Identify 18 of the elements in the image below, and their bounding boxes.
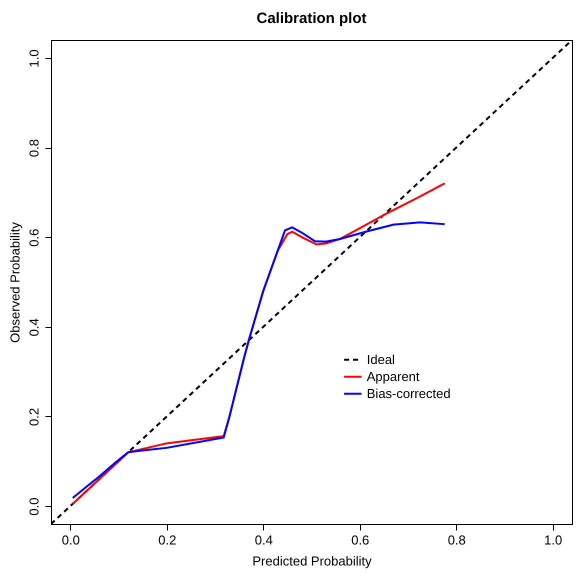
x-tick-label: 0.4 [254, 532, 273, 548]
y-tick-label: 0.4 [26, 318, 42, 336]
x-tick-label: 0.2 [158, 532, 176, 548]
legend-label: Ideal [366, 352, 396, 367]
x-tick-label: 1.0 [544, 532, 562, 548]
x-axis-title: Predicted Probability [252, 554, 372, 568]
legend-label: Apparent [366, 368, 420, 384]
legend-label: Bias-corrected [366, 386, 451, 401]
y-tick-label: 0.2 [26, 408, 42, 426]
y-axis-title: Observed Probability [8, 222, 22, 343]
x-tick-label: 0.0 [62, 532, 80, 548]
y-tick-label: 0.8 [26, 139, 42, 158]
x-tick-label: 0.6 [351, 532, 370, 548]
y-tick-label: 0.0 [26, 498, 42, 516]
chart-title: Calibration plot [256, 10, 366, 27]
x-tick-label: 0.8 [448, 532, 466, 548]
y-tick-label: 1.0 [26, 49, 42, 68]
y-tick-label: 0.6 [26, 228, 42, 247]
